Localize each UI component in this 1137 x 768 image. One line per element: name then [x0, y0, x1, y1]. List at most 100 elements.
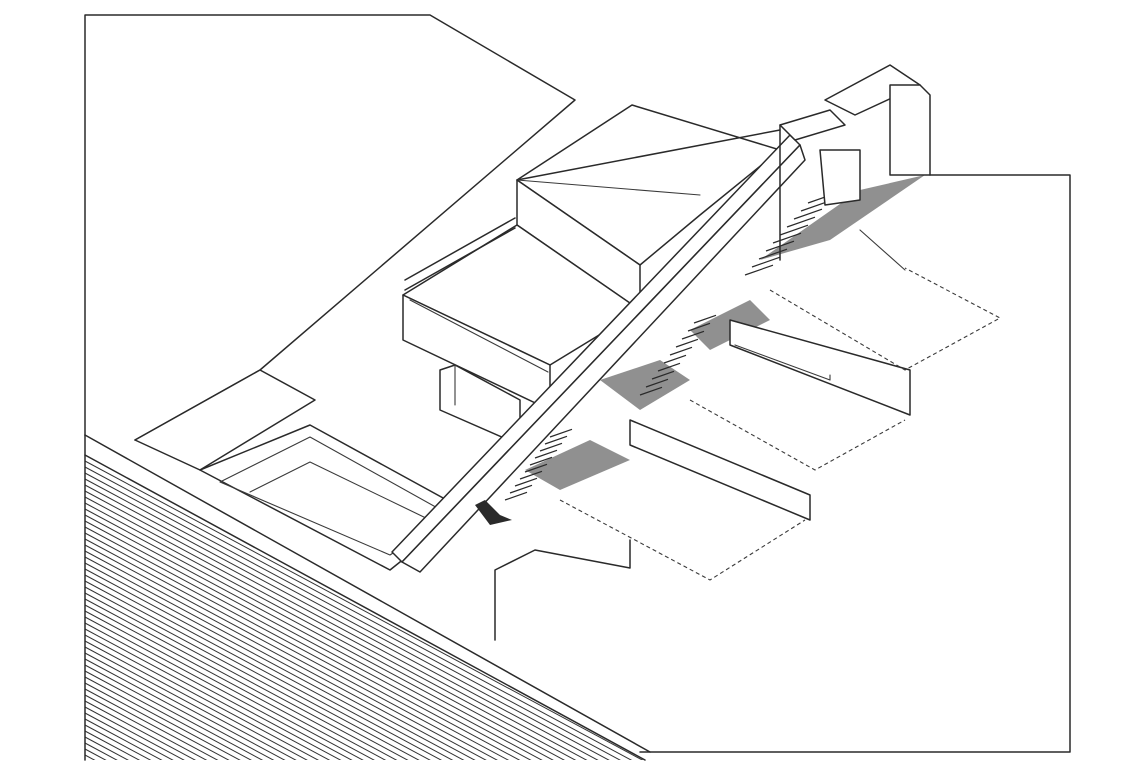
terrace-mid-edge [734, 344, 831, 381]
hatch-line [85, 586, 645, 760]
hatch-line [85, 490, 645, 760]
hatch-line [85, 460, 645, 760]
street-curb-line [84, 434, 651, 753]
hatch-line [85, 532, 645, 760]
stair-tread [657, 362, 681, 372]
hatch-line [85, 670, 645, 760]
terrace-parapet-lower [404, 227, 516, 291]
terrace-upper-edge [859, 229, 906, 271]
hatch-line [85, 508, 645, 760]
top-landing [779, 109, 846, 141]
stair-tread [639, 386, 663, 396]
stair-tread [549, 428, 573, 438]
stair-tread [663, 354, 687, 364]
stair-tread [675, 338, 699, 348]
hatch-line [85, 622, 645, 760]
stair-tread [504, 491, 528, 501]
hatch-line [85, 700, 645, 760]
long-beam-side [401, 144, 806, 573]
roof-ridge [516, 129, 781, 181]
terrace-wall-lower [629, 419, 811, 521]
stair-tread [681, 330, 705, 340]
stair-flight-mid [639, 314, 717, 396]
hatch-line [85, 646, 645, 760]
roof-diagonal [516, 179, 701, 196]
hatch-line [85, 664, 645, 760]
hatch-line [85, 472, 645, 760]
hatch-line [85, 544, 645, 760]
stair-tread [772, 232, 802, 244]
stair-tread [651, 370, 675, 380]
hatch-line [85, 592, 645, 760]
hatch-line [85, 598, 645, 760]
hatch-line [85, 658, 645, 760]
hatch-line [85, 514, 645, 760]
hatch-line [85, 502, 645, 760]
hatch-line [85, 568, 645, 760]
hatch-line [85, 604, 645, 760]
terrace-wall-mid [729, 319, 911, 416]
hatch-line [85, 574, 645, 760]
stair-tread [524, 463, 548, 473]
hatch-line [85, 496, 645, 760]
top-small-tower [819, 149, 861, 206]
stair-tread [793, 208, 823, 220]
hatch-line [85, 640, 645, 760]
terrace-dashed-mid [689, 399, 906, 471]
stair-tread [514, 477, 538, 487]
sunken-court-floor [249, 461, 431, 521]
terrace-dashed-upper [769, 267, 1002, 371]
hatch-line [85, 730, 645, 760]
front-court-wall [134, 369, 316, 471]
hatch-line [85, 562, 645, 760]
terrace-parapet [404, 217, 516, 281]
stair-path-shading-2 [600, 360, 690, 410]
arrow-marker [475, 500, 512, 525]
stair-tread [645, 378, 669, 388]
hatch-line [85, 676, 645, 760]
stair-tread [509, 484, 533, 494]
stair-tread [669, 346, 693, 356]
stair-tread [539, 442, 563, 452]
street-curb-line-lower [84, 454, 646, 761]
hatch-line [85, 580, 645, 760]
hatch-line [85, 616, 645, 760]
hatch-line [85, 628, 645, 760]
stair-tread [744, 264, 774, 276]
stair-tread [779, 224, 809, 236]
stair-tread [544, 435, 568, 445]
hatch-line [85, 556, 645, 760]
terrace-rail [409, 299, 549, 373]
hatch-line [85, 694, 645, 760]
hatch-line [85, 550, 645, 760]
hatch-line [85, 520, 645, 760]
stair-tread [534, 449, 558, 459]
ground-terrace-lower [494, 539, 631, 641]
hatch-line [85, 652, 645, 760]
hatch-line [85, 478, 645, 760]
stair-flight-lower [504, 428, 573, 501]
stair-tread [519, 470, 543, 480]
stair-tread [751, 256, 781, 268]
street-hatch-area [85, 455, 700, 768]
top-block-face [889, 84, 931, 176]
stair-tread [687, 322, 711, 332]
terrace-dashed-lower [559, 499, 806, 581]
right-lot-outline [639, 174, 1071, 753]
stair-tread [693, 314, 717, 324]
hatch-line [85, 634, 645, 760]
stair-path-shading-1 [525, 440, 630, 490]
stair-tread [529, 456, 553, 466]
stair-tread [786, 216, 816, 228]
hatch-line [85, 526, 645, 760]
hatch-line [85, 538, 645, 760]
hatch-line [85, 761, 700, 768]
hatch-line [85, 688, 645, 760]
hatch-line [85, 682, 645, 760]
stair-path-shading-4 [760, 175, 925, 260]
hatch-line [85, 466, 645, 760]
hatch-line [85, 484, 645, 760]
stair-tread [758, 248, 788, 260]
hatch-line [85, 610, 645, 760]
